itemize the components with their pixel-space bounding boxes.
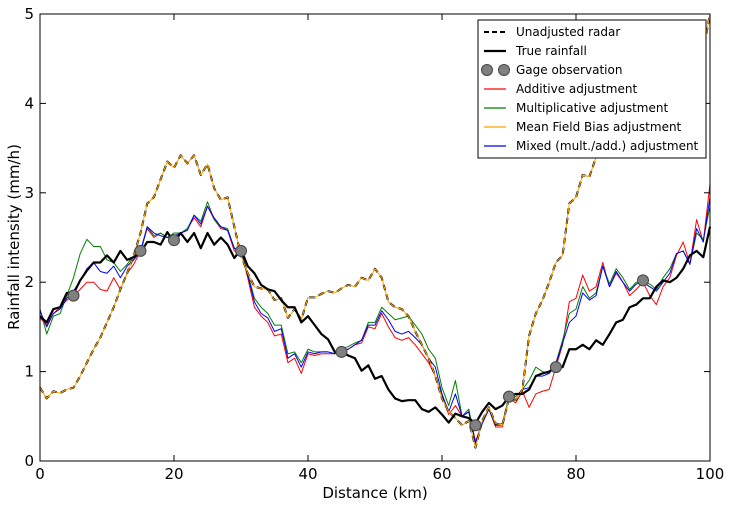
legend-label-mean-field-bias-adjustment: Mean Field Bias adjustment (516, 120, 682, 134)
x-tick-label: 60 (432, 465, 451, 483)
legend-marker-gage-observation (481, 64, 493, 76)
x-tick-label: 20 (164, 465, 183, 483)
legend-label-gage-observation: Gage observation (516, 63, 622, 77)
y-axis-label: Rainfall intensity (mm/h) (5, 144, 23, 330)
gage-observation-point (335, 345, 348, 358)
additive-adjustment-line (39, 183, 711, 442)
legend-box (477, 19, 707, 159)
y-tick-label: 5 (24, 5, 34, 23)
ticks-layer: 0 20 40 60 80 100 0 1 2 3 4 5 (24, 5, 724, 483)
legend: Unadjusted radar True rainfall Gage observ… (477, 19, 707, 159)
legend-marker-gage-observation (498, 64, 510, 76)
true-rainfall-line (39, 226, 712, 425)
y-tick-label: 0 (24, 452, 34, 470)
gage-observation-markers (67, 234, 649, 432)
mixed-mult-add-adjustment-line (39, 197, 711, 444)
y-tick-label: 2 (24, 273, 34, 291)
gage-observation-point (67, 289, 80, 302)
gage-observation-point (235, 244, 247, 257)
x-axis-label: Distance (km) (322, 484, 427, 502)
legend-label-unadjusted-radar: Unadjusted radar (516, 25, 620, 39)
legend-label-multiplicative-adjustment: Multiplicative adjustment (516, 101, 668, 115)
gage-observation-point (134, 244, 147, 257)
x-tick-label: 100 (696, 465, 725, 483)
y-tick-label: 3 (24, 184, 34, 202)
legend-label-true-rainfall: True rainfall (515, 44, 587, 58)
gage-observation-point (549, 361, 562, 374)
y-tick-label: 1 (24, 363, 34, 381)
legend-label-mixed-mult-add-adjustment: Mixed (mult./add.) adjustment (516, 139, 699, 153)
x-tick-label: 0 (35, 465, 45, 483)
gage-observation-point (469, 419, 482, 432)
gage-observation-point (168, 234, 180, 247)
gage-observation-point (503, 390, 515, 403)
gage-observation-point (637, 274, 649, 287)
legend-label-additive-adjustment: Additive adjustment (516, 82, 637, 96)
y-tick-label: 4 (24, 94, 34, 112)
plot-frame (39, 13, 711, 462)
x-tick-label: 40 (298, 465, 317, 483)
x-tick-label: 80 (566, 465, 585, 483)
